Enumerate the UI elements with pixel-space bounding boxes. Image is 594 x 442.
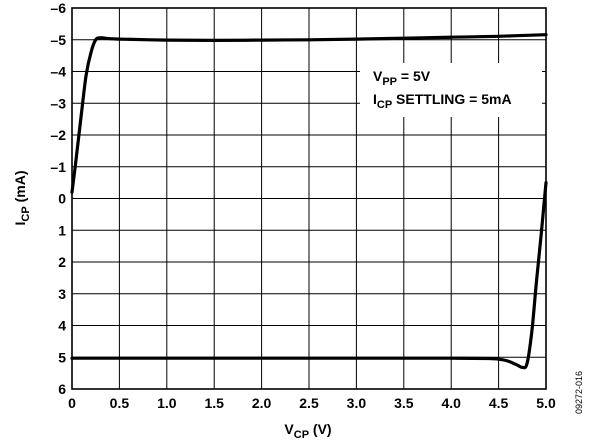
x-tick-label: 2.5 bbox=[299, 395, 319, 411]
x-tick-label: 4.0 bbox=[441, 395, 461, 411]
y-tick-label: 0 bbox=[58, 191, 66, 207]
x-tick-label: 3.0 bbox=[347, 395, 367, 411]
figure-id: 09272-016 bbox=[574, 371, 584, 414]
x-axis-label: VCP (V) bbox=[284, 421, 331, 441]
x-tick-label: 1.0 bbox=[157, 395, 177, 411]
y-tick-label: 5 bbox=[58, 349, 66, 365]
x-tick-label: 0 bbox=[68, 395, 76, 411]
y-tick-label: –3 bbox=[50, 95, 66, 111]
y-tick-label: 6 bbox=[58, 381, 66, 397]
y-axis-label: ICP (mA) bbox=[12, 171, 32, 226]
y-tick-label: 2 bbox=[58, 254, 66, 270]
x-tick-label: 5.0 bbox=[536, 395, 556, 411]
y-tick-label: 4 bbox=[58, 318, 66, 334]
y-tick-label: 1 bbox=[58, 222, 66, 238]
x-tick-labels: 0 0.5 1.0 1.5 2.0 2.5 3.0 3.5 4.0 4.5 5.0 bbox=[68, 395, 556, 411]
annotation-background bbox=[360, 63, 542, 117]
plot-frame bbox=[71, 7, 547, 390]
data-curves bbox=[70, 33, 548, 370]
x-tick-label: 3.5 bbox=[394, 395, 414, 411]
x-tick-label: 4.5 bbox=[489, 395, 509, 411]
x-tick-label: 2.0 bbox=[252, 395, 272, 411]
y-tick-label: –6 bbox=[50, 0, 66, 16]
y-tick-label: 3 bbox=[58, 286, 66, 302]
annotation-vpp: VPP = 5V bbox=[373, 68, 431, 88]
y-tick-labels: –6 –5 –4 –3 –2 –1 0 1 2 3 4 5 6 bbox=[50, 0, 66, 397]
y-tick-label: –5 bbox=[50, 32, 66, 48]
y-tick-label: –2 bbox=[50, 127, 66, 143]
curve-lower bbox=[70, 181, 548, 370]
y-tick-label: –1 bbox=[50, 159, 66, 175]
x-tick-label: 1.5 bbox=[204, 395, 224, 411]
annotation-icp-settling: ICP SETTLING = 5mA bbox=[373, 91, 512, 111]
y-tick-label: –4 bbox=[50, 64, 66, 80]
curve-upper bbox=[70, 33, 548, 194]
x-tick-label: 0.5 bbox=[110, 395, 130, 411]
